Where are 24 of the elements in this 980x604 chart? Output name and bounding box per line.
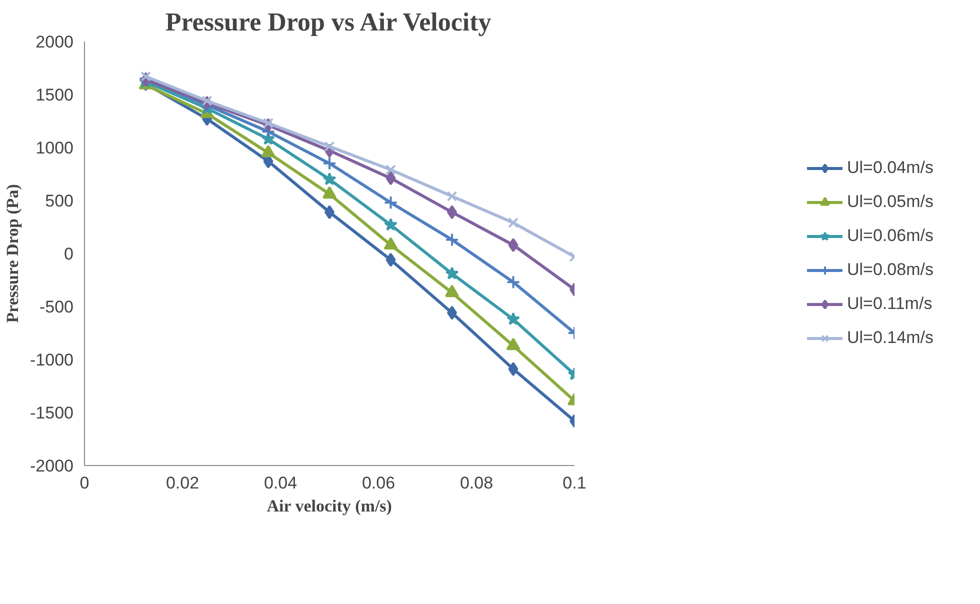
y-tick-label: 2000 — [36, 32, 74, 52]
legend-label: Ul=0.05m/s — [847, 192, 934, 212]
x-tick-label: 0.04 — [264, 474, 298, 492]
y-tick-label: 1000 — [36, 138, 74, 158]
legend-label: Ul=0.08m/s — [847, 260, 934, 280]
x-tick-label: 0.06 — [362, 474, 396, 492]
y-tick-label: -1000 — [30, 350, 74, 370]
legend-label: Ul=0.11m/s — [847, 294, 934, 314]
y-tick-label: -500 — [39, 298, 74, 316]
chart-title: Pressure Drop vs Air Velocity — [165, 8, 492, 36]
y-tick-label: 0 — [64, 244, 74, 264]
legend-label: Ul=0.14m/s — [847, 328, 934, 348]
y-axis-title: Pressure Drop (Pa) — [3, 184, 22, 323]
y-tick-label: -2000 — [30, 456, 74, 476]
legend-label: Ul=0.04m/s — [847, 158, 934, 178]
y-tick-label: 1500 — [36, 86, 74, 104]
legend-label: Ul=0.06m/s — [847, 226, 934, 246]
x-tick-label: 0.08 — [460, 474, 494, 492]
x-tick-label: 0 — [80, 474, 90, 492]
x-tick-label: 0.02 — [166, 474, 200, 492]
x-axis-title: Air velocity (m/s) — [266, 496, 392, 516]
y-tick-label: -1500 — [30, 404, 74, 422]
y-tick-label: 500 — [45, 192, 74, 210]
x-tick-label: 0.1 — [562, 474, 586, 492]
